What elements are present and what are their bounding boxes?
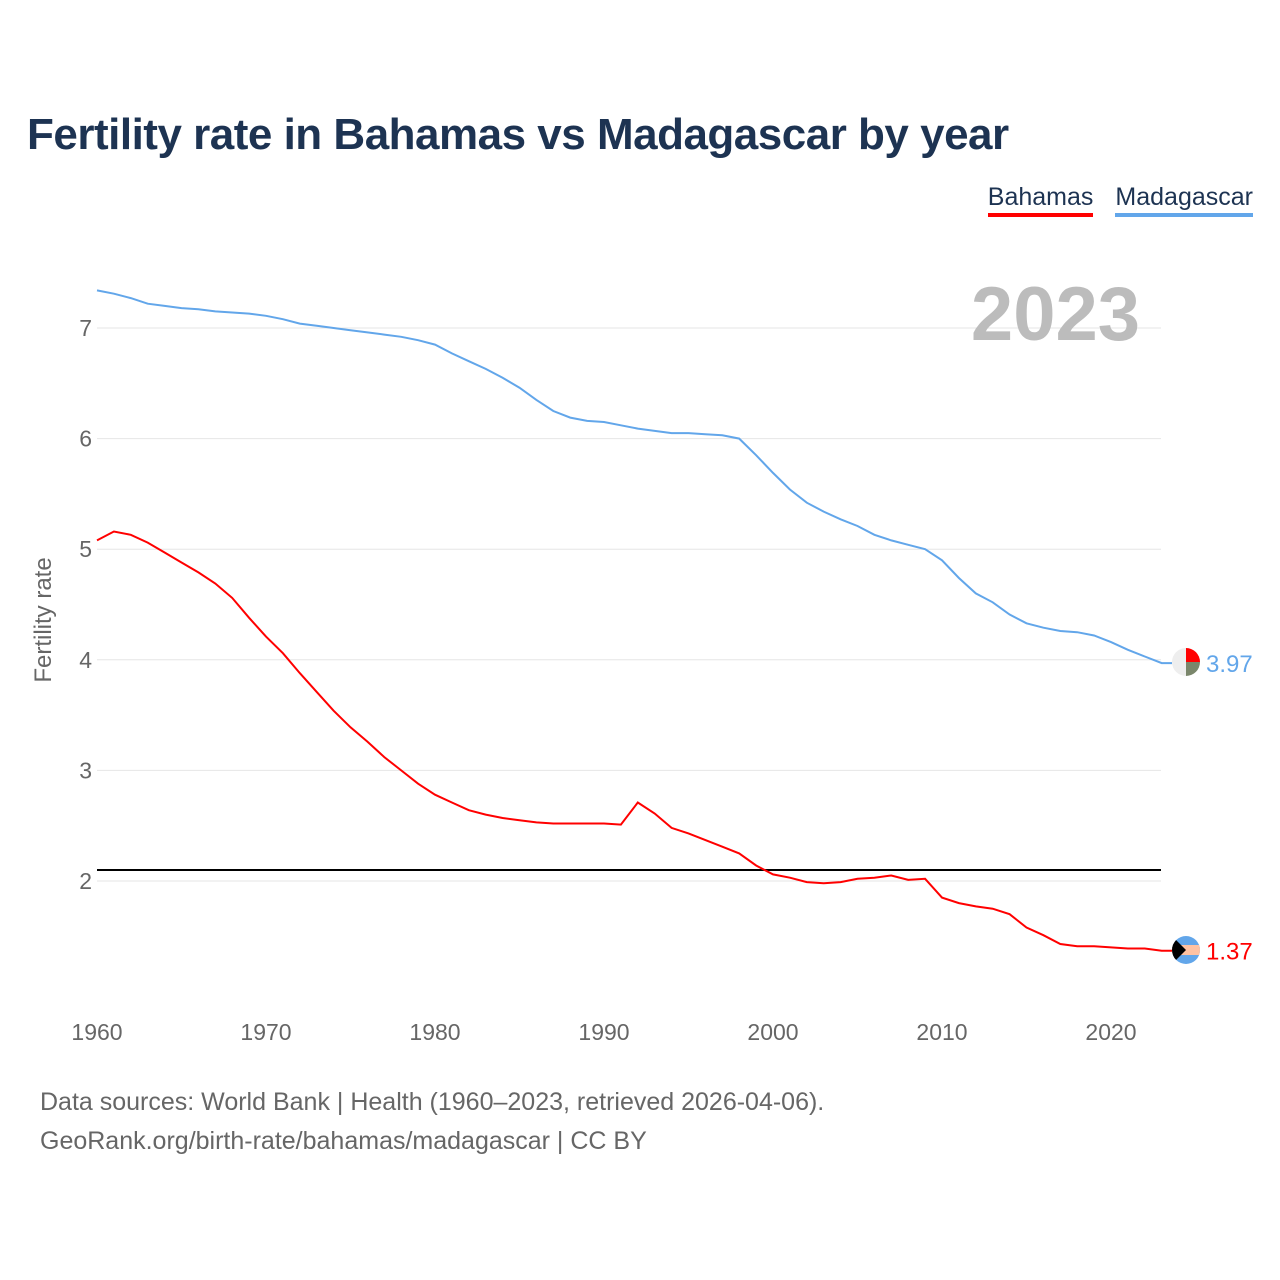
y-tick-label: 4: [79, 647, 92, 673]
madagascar-flag-icon: [1172, 648, 1200, 676]
y-axis-label: Fertility rate: [30, 557, 57, 682]
x-tick-label: 1970: [240, 1019, 291, 1045]
footer-link[interactable]: GeoRank.org/birth-rate/bahamas/madagasca…: [40, 1127, 647, 1155]
legend-item-bahamas[interactable]: Bahamas: [987, 183, 1094, 217]
x-tick-label: 2020: [1085, 1019, 1136, 1045]
footer-sources: Data sources: World Bank | Health (1960–…: [40, 1088, 825, 1116]
y-tick-label: 7: [79, 315, 92, 341]
x-tick-label: 1990: [578, 1019, 629, 1045]
end-value-label-bahamas: 1.37: [1206, 939, 1253, 966]
legend: Bahamas Madagascar: [987, 183, 1253, 217]
bahamas-flag-icon: [1172, 936, 1200, 964]
x-tick-label: 1980: [409, 1019, 460, 1045]
chart-title: Fertility rate in Bahamas vs Madagascar …: [27, 110, 1009, 159]
y-tick-label: 2: [79, 868, 92, 894]
series-line-bahamas: [96, 530, 1172, 952]
x-tick-label: 1960: [71, 1019, 122, 1045]
legend-item-madagascar[interactable]: Madagascar: [1115, 183, 1253, 217]
end-value-label-madagascar: 3.97: [1206, 651, 1253, 678]
x-tick-label: 2010: [916, 1019, 967, 1045]
y-tick-label: 6: [79, 426, 92, 452]
y-tick-label: 3: [79, 757, 92, 783]
year-watermark: 2023: [971, 272, 1140, 357]
y-tick-label: 5: [79, 536, 92, 562]
x-tick-label: 2000: [747, 1019, 798, 1045]
series-line-madagascar: [96, 289, 1172, 665]
